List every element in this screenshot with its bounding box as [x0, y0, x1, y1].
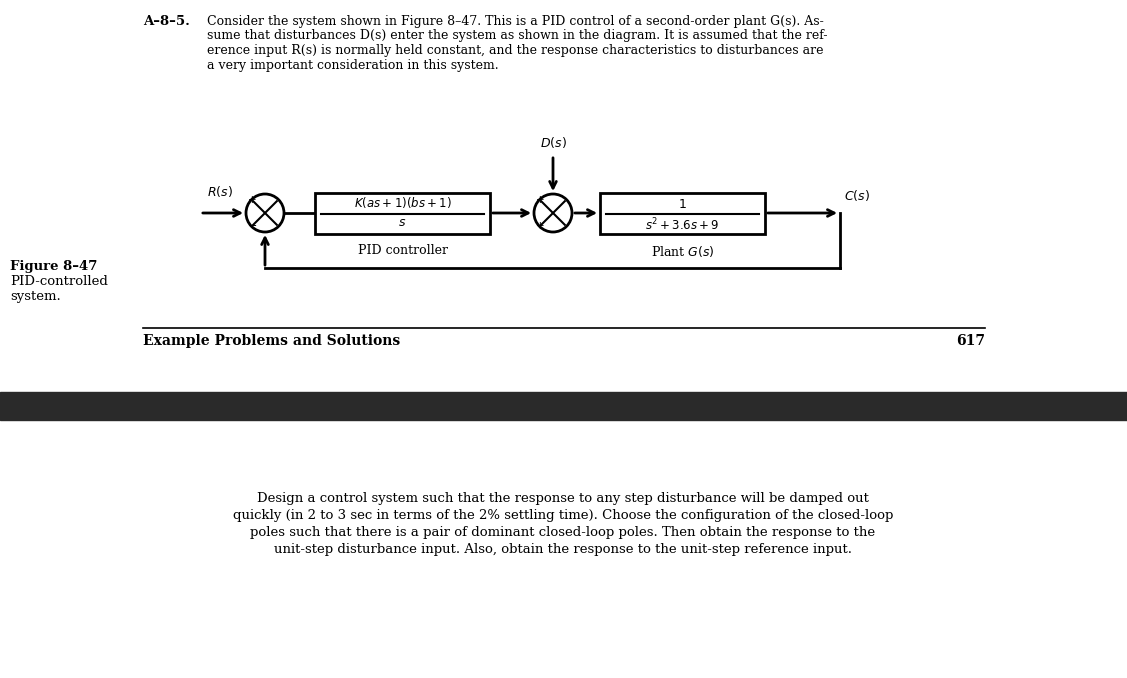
- Text: $D(s)$: $D(s)$: [540, 135, 567, 150]
- Text: erence input R(s) is normally held constant, and the response characteristics to: erence input R(s) is normally held const…: [207, 44, 824, 57]
- Text: Example Problems and Solutions: Example Problems and Solutions: [143, 334, 400, 348]
- Text: −: −: [248, 221, 257, 231]
- Text: +: +: [248, 195, 257, 205]
- Text: Plant $G(s)$: Plant $G(s)$: [650, 244, 715, 259]
- Text: $s$: $s$: [398, 216, 407, 229]
- Text: A–8–5.: A–8–5.: [143, 15, 189, 28]
- Text: Design a control system such that the response to any step disturbance will be d: Design a control system such that the re…: [257, 492, 869, 505]
- Text: +: +: [536, 195, 544, 205]
- Text: sume that disturbances D(s) enter the system as shown in the diagram. It is assu: sume that disturbances D(s) enter the sy…: [207, 30, 827, 43]
- Text: PID-controlled: PID-controlled: [10, 275, 108, 288]
- Text: Consider the system shown in Figure 8–47. This is a PID control of a second-orde: Consider the system shown in Figure 8–47…: [207, 15, 824, 28]
- Text: Figure 8–47: Figure 8–47: [10, 260, 97, 273]
- Bar: [316, 193, 490, 234]
- Bar: [0, 392, 1127, 420]
- Text: $K(as + 1)(bs + 1)$: $K(as + 1)(bs + 1)$: [354, 195, 452, 210]
- Text: unit-step disturbance input. Also, obtain the response to the unit-step referenc: unit-step disturbance input. Also, obtai…: [274, 543, 852, 556]
- Text: $R(s)$: $R(s)$: [207, 184, 233, 199]
- Text: a very important consideration in this system.: a very important consideration in this s…: [207, 58, 498, 71]
- Text: $1$: $1$: [678, 197, 686, 210]
- Text: quickly (in 2 to 3 sec in terms of the 2% settling time). Choose the configurati: quickly (in 2 to 3 sec in terms of the 2…: [233, 509, 894, 522]
- Text: $C(s)$: $C(s)$: [844, 188, 870, 203]
- Text: $s^2 + 3.6s + 9$: $s^2 + 3.6s + 9$: [646, 216, 720, 233]
- Text: +: +: [536, 221, 544, 231]
- Text: 617: 617: [956, 334, 985, 348]
- Bar: [600, 193, 765, 234]
- Text: PID controller: PID controller: [357, 244, 447, 257]
- Text: system.: system.: [10, 290, 61, 303]
- Text: poles such that there is a pair of dominant closed-loop poles. Then obtain the r: poles such that there is a pair of domin…: [250, 526, 876, 539]
